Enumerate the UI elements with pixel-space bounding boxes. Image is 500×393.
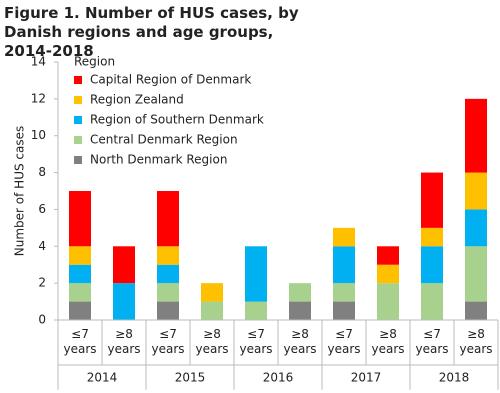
bar-segment — [377, 264, 399, 284]
bar-segment — [157, 246, 179, 265]
x-tick-label: ≤7 years — [239, 327, 273, 356]
y-tick-label: 0 — [38, 313, 46, 327]
bar-segment — [377, 246, 399, 265]
bar-segment — [421, 283, 443, 320]
x-tick-label: ≤7 years — [63, 327, 97, 356]
bar-segment — [333, 227, 355, 247]
group-label: 2017 — [351, 371, 382, 385]
bar-segment — [157, 283, 179, 302]
group-label: 2018 — [439, 371, 470, 385]
bar-segment — [113, 246, 135, 284]
y-tick-label: 6 — [38, 202, 46, 216]
legend-label: Region of Southern Denmark — [90, 113, 264, 127]
x-tick-label: ≤7 years — [151, 327, 185, 356]
legend-swatch — [74, 76, 82, 84]
bar-segment — [465, 246, 487, 302]
y-tick-label: 8 — [38, 165, 46, 179]
y-tick-label: 12 — [31, 91, 46, 105]
bar-segment — [465, 301, 487, 320]
bar-segment — [333, 283, 355, 302]
y-axis-label: Number of HUS cases — [13, 126, 27, 256]
bar-segment — [421, 172, 443, 228]
bar-segment — [157, 191, 179, 247]
bar-segment — [289, 283, 311, 302]
legend-swatch — [74, 96, 82, 104]
bar-segment — [465, 172, 487, 210]
bar-segment — [201, 301, 223, 320]
bar-segment — [69, 283, 91, 302]
bar-segment — [113, 283, 135, 320]
bar-segment — [69, 301, 91, 320]
bar-segment — [69, 246, 91, 265]
legend-label: Central Denmark Region — [90, 133, 238, 147]
bar-segment — [465, 98, 487, 173]
legend-label: North Denmark Region — [90, 153, 227, 167]
x-tick-label: ≥8 years — [459, 327, 493, 356]
legend-swatch — [74, 116, 82, 124]
legend-swatch — [74, 156, 82, 164]
bar-segment — [333, 246, 355, 284]
chart-title: Figure 1. Number of HUS cases, by Danish… — [4, 4, 299, 60]
y-tick-label: 4 — [38, 239, 46, 253]
group-label: 2016 — [263, 371, 294, 385]
group-label: 2015 — [175, 371, 206, 385]
bar-segment — [69, 191, 91, 247]
bar-segment — [245, 246, 267, 302]
bar-segment — [157, 264, 179, 284]
x-tick-label: ≤7 years — [415, 327, 449, 356]
bar-segment — [289, 301, 311, 320]
bar-segment — [421, 227, 443, 247]
y-tick-label: 14 — [31, 55, 46, 69]
x-tick-label: ≥8 years — [371, 327, 405, 356]
bar-segment — [157, 301, 179, 320]
y-tick-label: 10 — [31, 128, 46, 142]
x-tick-label: ≥8 years — [283, 327, 317, 356]
x-tick-label: ≤7 years — [327, 327, 361, 356]
legend-label: Region Zealand — [90, 93, 184, 107]
bar-segment — [245, 301, 267, 320]
legend-label: Capital Region of Denmark — [90, 73, 251, 87]
bar-segment — [69, 264, 91, 284]
x-tick-label: ≥8 years — [195, 327, 229, 356]
x-tick-label: ≥8 years — [107, 327, 141, 356]
bar-segment — [333, 301, 355, 320]
legend-title: Region — [74, 55, 115, 69]
legend-swatch — [74, 136, 82, 144]
bar-segment — [377, 283, 399, 320]
bar-segment — [465, 209, 487, 247]
group-label: 2014 — [87, 371, 118, 385]
y-tick-label: 2 — [38, 276, 46, 290]
bar-segment — [421, 246, 443, 284]
bar-segment — [201, 283, 223, 302]
